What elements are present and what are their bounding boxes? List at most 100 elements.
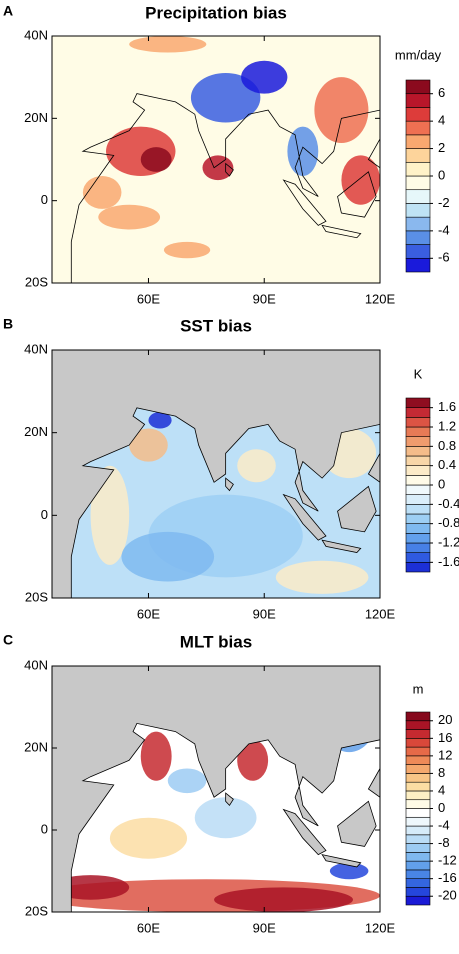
colorbar-tick-label: -0.4 [438, 496, 459, 511]
x-tick-label: 60E [137, 920, 160, 935]
panel-label: B [3, 316, 13, 332]
colorbar-tick-label: 1.6 [438, 399, 456, 414]
colorbar-tick-label: -2 [438, 195, 450, 210]
coastline [282, 179, 327, 226]
colorbar-box [405, 816, 431, 827]
colorbar-box [405, 417, 431, 428]
coastline [337, 485, 377, 533]
y-tick-label: 20S [25, 903, 48, 918]
colorbar-tick-label: 2 [438, 140, 445, 155]
field-blob [109, 817, 188, 859]
panel-title: MLT bias [180, 632, 252, 651]
colorbar-box [405, 189, 431, 204]
coastline [367, 767, 380, 798]
y-tick-label: 40N [24, 657, 48, 672]
colorbar-box [405, 484, 431, 495]
panel-title: Precipitation bias [145, 3, 287, 22]
x-tick-label: 120E [365, 291, 396, 306]
coastline [337, 800, 377, 847]
field-blob [202, 155, 234, 181]
coastline [225, 792, 234, 807]
field-blob [98, 204, 161, 230]
colorbar-tick-label: -12 [438, 853, 457, 868]
colorbar-box [405, 407, 431, 418]
y-tick-label: 40N [24, 27, 48, 42]
y-tick-label: 20S [25, 274, 48, 289]
colorbar-box [405, 542, 431, 553]
colorbar-box [405, 790, 431, 801]
x-tick-label: 60E [137, 291, 160, 306]
colorbar-box [405, 843, 431, 853]
colorbar-tick-label: 4 [438, 782, 445, 797]
colorbar-label: mm/day [395, 47, 442, 62]
field-blob [237, 449, 276, 483]
colorbar-tick-label: 1.2 [438, 418, 456, 433]
panel-label: A [3, 3, 13, 19]
colorbar-tick-label: 8 [438, 765, 445, 780]
colorbar-box [405, 230, 431, 245]
colorbar-tick-label: -1.2 [438, 534, 459, 549]
colorbar-box [405, 426, 431, 437]
y-tick-label: 20N [24, 110, 48, 125]
colorbar-box [405, 878, 431, 888]
y-tick-label: 0 [41, 821, 48, 836]
coastline [52, 350, 380, 598]
colorbar-box [405, 465, 431, 476]
colorbar-box [405, 869, 431, 879]
y-tick-label: 0 [41, 507, 48, 522]
colorbar-label: m [413, 681, 424, 696]
colorbar-box [405, 455, 431, 466]
colorbar-tick-label: -20 [438, 888, 457, 903]
colorbar-box [405, 107, 431, 122]
coastline [52, 666, 380, 912]
coastline [52, 36, 380, 283]
colorbar-box [405, 203, 431, 218]
colorbar-box [405, 533, 431, 544]
y-tick-label: 20N [24, 424, 48, 439]
colorbar-box [405, 175, 431, 191]
colorbar-box [405, 523, 431, 534]
coastline [321, 539, 362, 553]
y-tick-label: 0 [41, 192, 48, 207]
colorbar-box [405, 504, 431, 515]
coastline [367, 138, 380, 169]
colorbar-box [405, 397, 431, 408]
colorbar-box [405, 720, 431, 730]
colorbar-tick-label: 0.4 [438, 457, 456, 472]
map-frame [51, 35, 381, 284]
field-blob [140, 147, 172, 172]
colorbar-tick-label: -16 [438, 870, 457, 885]
y-tick-label: 20S [25, 589, 48, 604]
colorbar-tick-label: -1.6 [438, 554, 459, 569]
field-blob [194, 797, 257, 839]
colorbar-box [405, 887, 431, 897]
colorbar-box [405, 93, 431, 108]
colorbar-tick-label: 4 [438, 113, 445, 128]
colorbar-box [405, 446, 431, 457]
field-blob [148, 412, 172, 429]
colorbar-box [405, 738, 431, 748]
field-blob [121, 531, 215, 582]
colorbar-box [405, 773, 431, 783]
colorbar-box [405, 552, 431, 563]
field-blob [237, 739, 269, 781]
field-blob [341, 155, 380, 205]
colorbar-box [405, 781, 431, 792]
colorbar-tick-label: -4 [438, 817, 450, 832]
colorbar-tick-label: 6 [438, 85, 445, 100]
colorbar-tick-label: 0 [438, 476, 445, 491]
map-field [52, 350, 380, 598]
colorbar-box [405, 799, 431, 809]
colorbar-box [405, 475, 431, 486]
map-frame [51, 349, 381, 599]
colorbar-box [405, 79, 431, 95]
colorbar-box [405, 895, 431, 906]
colorbar-box [405, 764, 431, 774]
colorbar-box [405, 562, 431, 573]
coastline [282, 808, 327, 856]
y-tick-label: 20N [24, 739, 48, 754]
field-blob [287, 126, 319, 176]
colorbar-box [405, 513, 431, 524]
colorbar-box [405, 436, 431, 447]
coastline [321, 854, 362, 868]
